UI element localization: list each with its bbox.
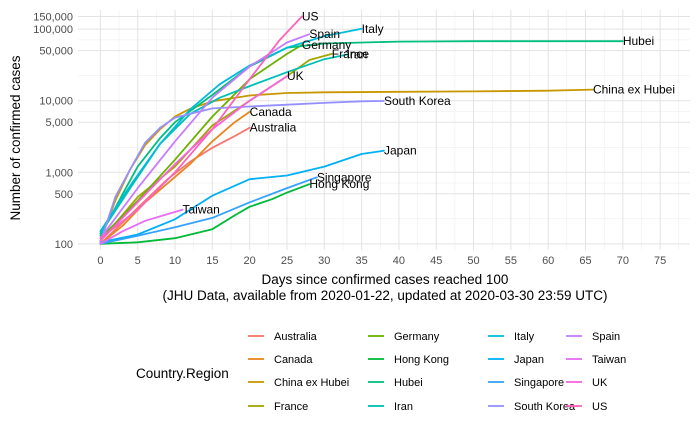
legend-entry: Taiwan [592,354,626,366]
legend-entry: China ex Hubei [274,377,349,389]
y-axis-title: Number of confirmed cases [8,55,23,220]
series-end-label: Australia [250,121,297,135]
legend-entry: Italy [514,331,535,343]
series-line-france [99,53,333,242]
x-tick-label: 55 [505,255,517,267]
series-line-iran [99,53,348,235]
legend-entry: Australia [274,331,318,343]
x-tick-label: 50 [467,255,479,267]
series-line-italy [99,27,363,233]
y-tick-label: 5,000 [45,117,73,129]
x-tick-label: 5 [135,255,141,267]
series-end-label: Hubei [623,34,654,48]
legend-entry: France [274,401,308,413]
legend-title: Country.Region [136,366,229,381]
series-line-germany [99,44,303,240]
x-axis-title: Days since confirmed cases reached 100 [262,272,509,287]
y-tick-label: 10,000 [39,96,73,108]
y-tick-label: 150,000 [33,12,73,24]
legend-entry: Japan [514,354,544,366]
x-tick-label: 20 [244,255,256,267]
legend-entry: Hubei [394,377,423,389]
series-end-label: Spain [309,27,340,41]
series-line-taiwan [99,208,184,245]
series-end-label: Japan [384,144,417,158]
series-line-uk [99,75,288,242]
series-end-label: South Korea [384,94,451,108]
series-end-label: Hong Kong [309,177,369,191]
legend-entry: Germany [394,331,440,343]
series-labels: Australia Canada China ex Hubei FranceGerma… [182,10,675,217]
series-end-label: Italy [362,22,384,36]
series-line-south-korea [99,100,385,244]
series-line-canada [99,110,251,245]
legend-entry: South Korea [514,401,576,413]
legend: Australia Canada China ex Hubei France Germa… [248,331,626,413]
x-tick-label: 15 [206,255,218,267]
series-end-label: US [302,10,319,24]
y-axis-ticks: 100 500 1,000 5,000 10,000 50,000 100,000150,0… [33,12,73,251]
series-end-label: China ex Hubei [593,83,675,97]
y-tick-label: 100,000 [33,24,73,36]
legend-entry: Singapore [514,377,564,389]
x-tick-label: 60 [542,255,554,267]
series-end-label: Taiwan [182,203,219,217]
series-end-label: Singapore [317,170,372,184]
x-tick-label: 30 [318,255,330,267]
series-line-singapore [99,176,318,245]
x-tick-label: 40 [393,255,405,267]
x-tick-label: 25 [281,255,293,267]
series-line-spain [99,33,311,240]
x-axis-subtitle: (JHU Data, available from 2020-01-22, up… [163,288,608,303]
series-end-label: Iran [347,48,368,62]
x-tick-label: 65 [579,255,591,267]
series-line-hong-kong [99,183,311,245]
series-end-label: France [332,47,370,61]
legend-entry: Hong Kong [394,354,449,366]
series-end-label: UK [287,69,304,83]
x-tick-label: 35 [355,255,367,267]
y-tick-label: 500 [55,189,73,201]
x-tick-label: 75 [654,255,666,267]
series-line-us [99,15,303,240]
y-tick-label: 1,000 [45,167,73,179]
legend-entry: Iran [394,401,413,413]
y-tick-label: 100 [55,239,73,251]
y-tick-label: 50,000 [39,46,73,58]
series-end-label: Germany [302,38,351,52]
legend-entry: UK [592,377,608,389]
x-tick-label: 70 [617,255,629,267]
legend-entry: Canada [274,354,313,366]
x-tick-label: 10 [169,255,181,267]
series-end-label: Canada [250,105,292,119]
series-line-japan [99,149,385,244]
series-lines [99,15,624,245]
x-axis-ticks: 0 5 10 15 20 25 30 35 40 45 50 55 60 65 70 75 [97,255,666,267]
legend-entry: US [592,401,607,413]
x-tick-label: 45 [430,255,442,267]
legend-entry: Spain [592,331,620,343]
x-tick-label: 0 [97,255,103,267]
